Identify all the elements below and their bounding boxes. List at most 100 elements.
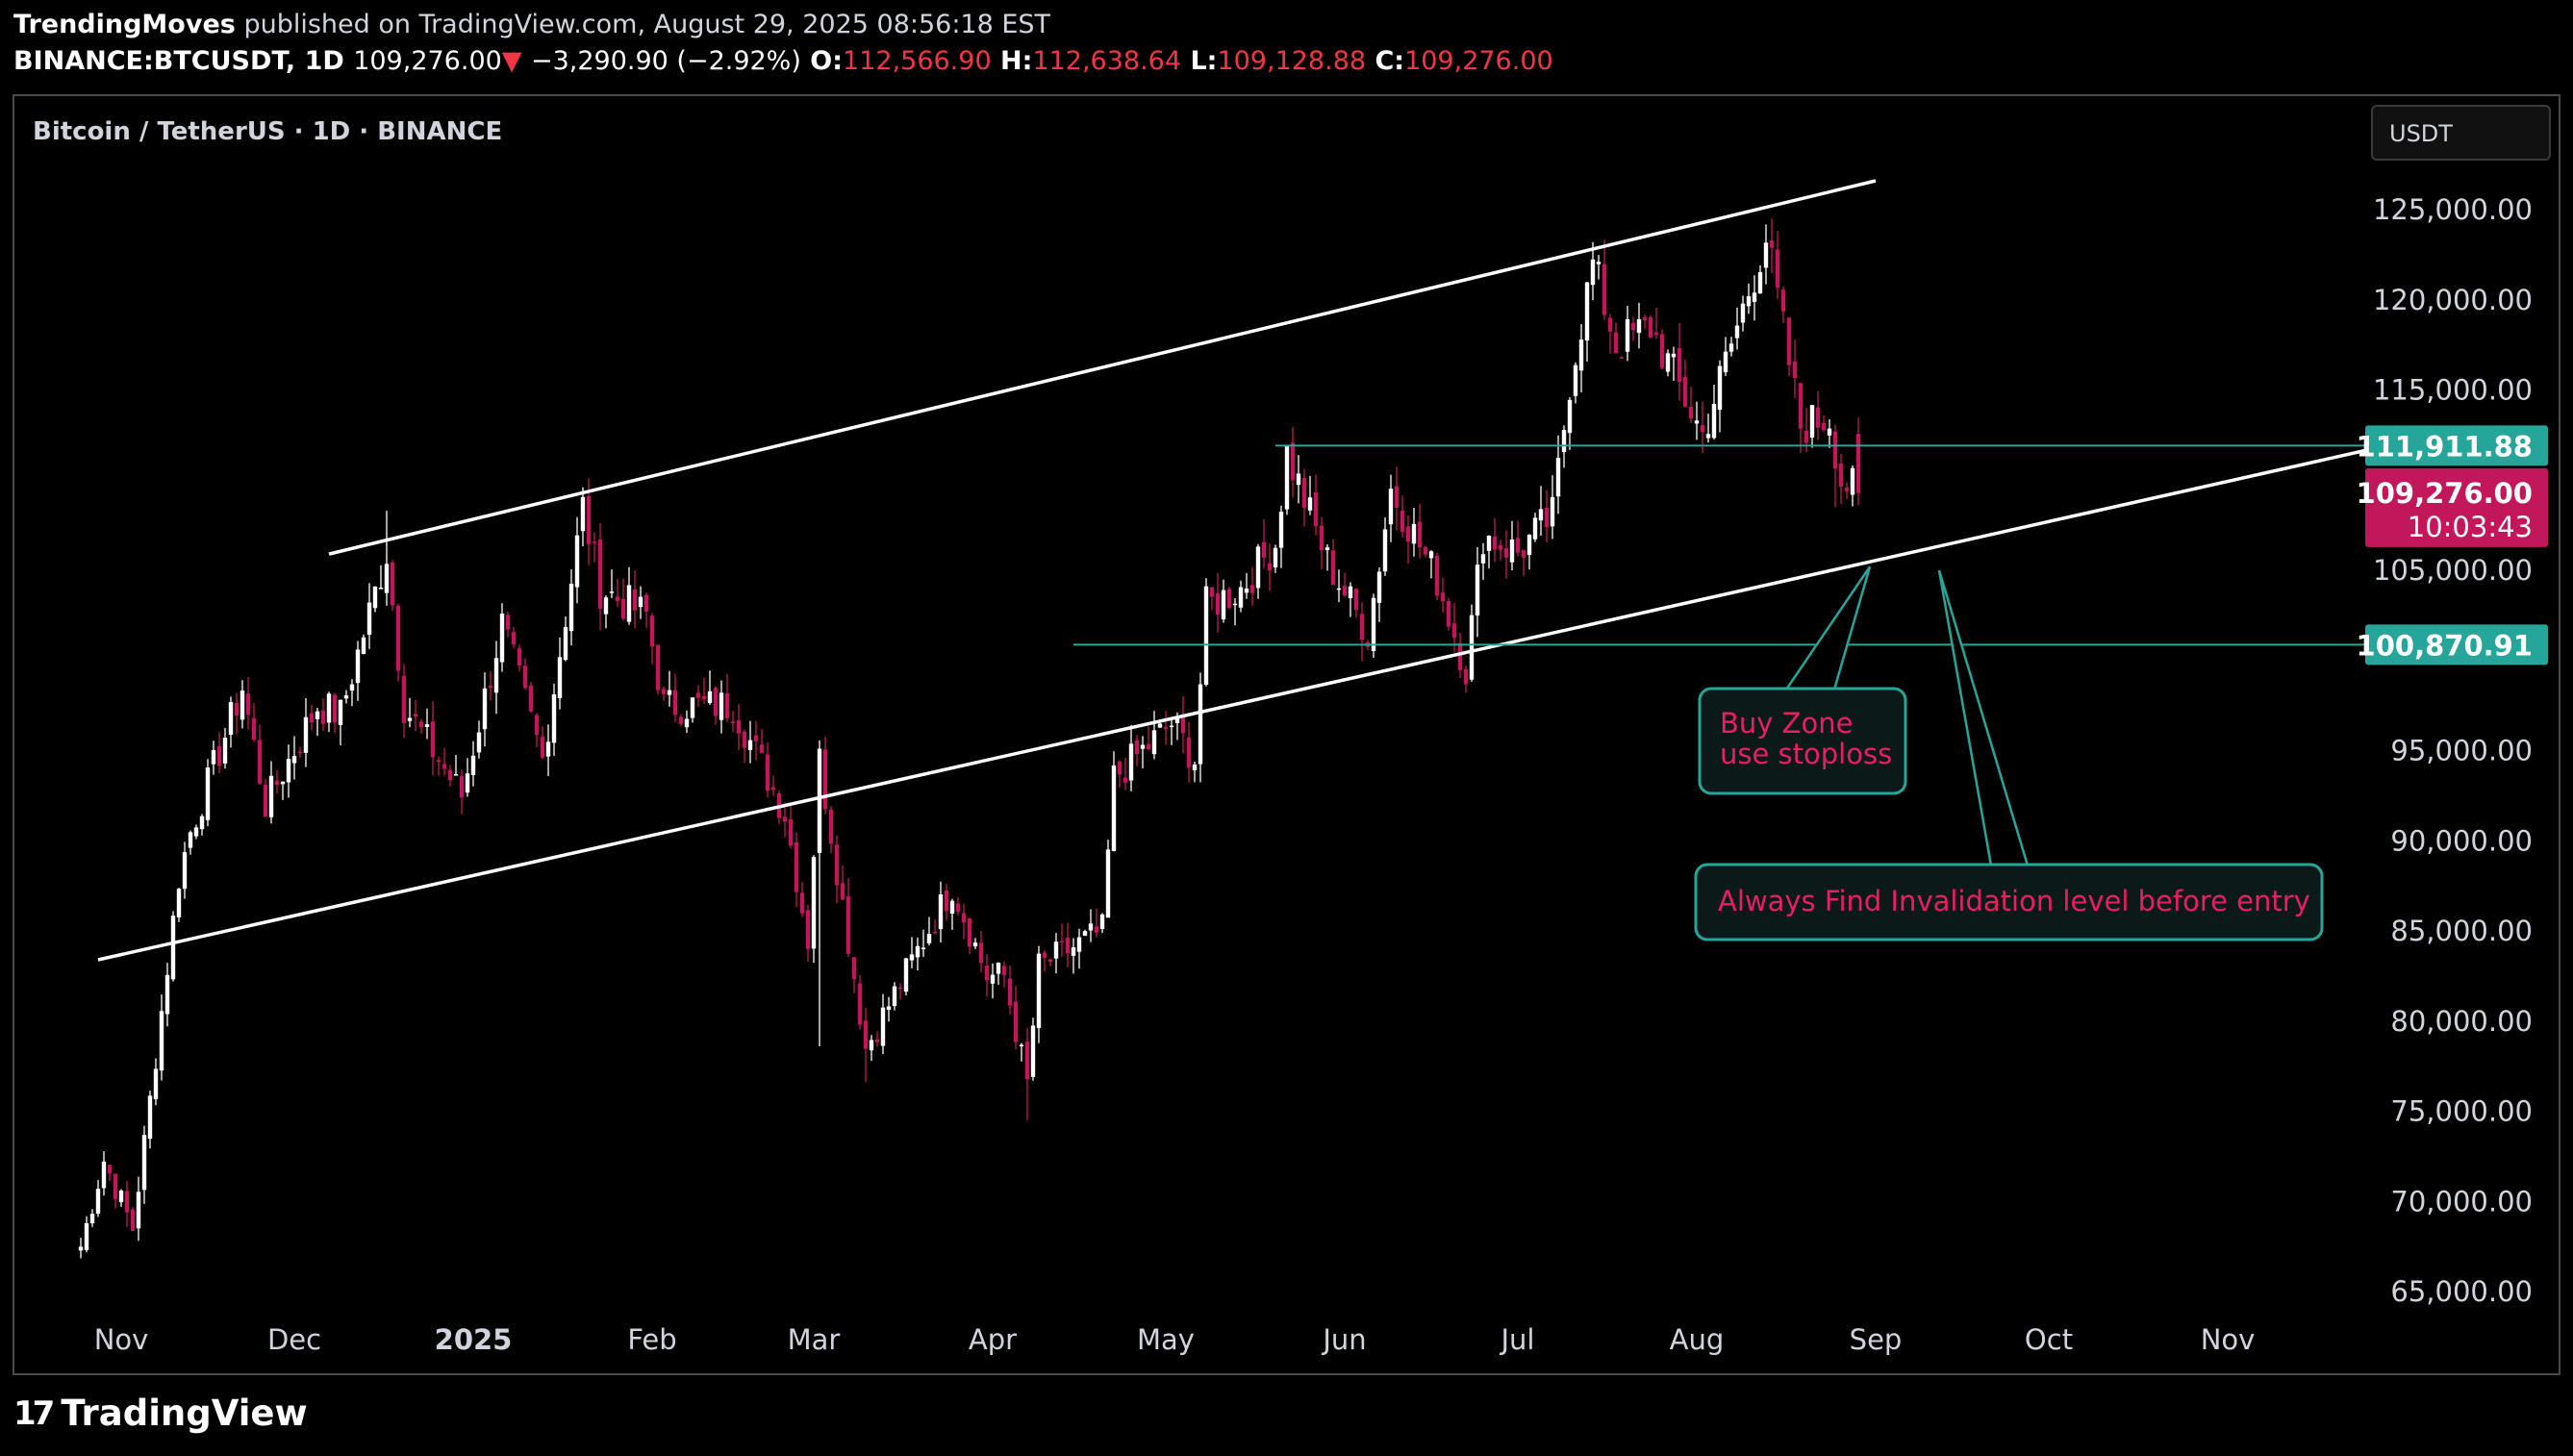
candle-body bbox=[1244, 588, 1249, 593]
candle-body bbox=[1163, 727, 1169, 729]
candle-body bbox=[615, 596, 620, 601]
candle-body bbox=[1503, 548, 1509, 558]
candle-body bbox=[672, 690, 678, 715]
candle-body bbox=[592, 541, 597, 543]
tradingview-logo[interactable]: 17 TradingView bbox=[13, 1393, 308, 1434]
candle-body bbox=[234, 702, 240, 716]
candle-body bbox=[418, 721, 424, 727]
candle-body bbox=[1446, 601, 1451, 627]
candle-body bbox=[505, 615, 511, 630]
price-axis-label: 105,000.00 bbox=[2373, 554, 2533, 587]
candle-body bbox=[1521, 550, 1526, 558]
candle-body bbox=[338, 699, 343, 725]
price-axis-label: 70,000.00 bbox=[2390, 1185, 2533, 1218]
candle-body bbox=[984, 966, 990, 981]
candle-body bbox=[361, 637, 366, 655]
candle-body bbox=[199, 816, 205, 830]
candle-body bbox=[315, 711, 320, 719]
candle-body bbox=[95, 1189, 101, 1215]
channel-trendline[interactable] bbox=[97, 445, 2379, 962]
level-price-label: 111,911.88 bbox=[2357, 430, 2533, 463]
candle-body bbox=[1567, 399, 1573, 434]
candle-body bbox=[1590, 259, 1596, 286]
tradingview-logo-icon: 17 bbox=[13, 1393, 55, 1433]
candle-body bbox=[1047, 959, 1053, 963]
candle-body bbox=[955, 903, 961, 912]
candle-body bbox=[1226, 589, 1232, 609]
candle-body bbox=[972, 942, 978, 947]
candle-body bbox=[384, 564, 390, 593]
candle-body bbox=[136, 1192, 141, 1229]
candle-body bbox=[1105, 849, 1111, 918]
candle-body bbox=[1146, 743, 1151, 750]
candle-body bbox=[1001, 966, 1007, 975]
candle-body bbox=[1711, 404, 1717, 439]
candle-body bbox=[1428, 551, 1434, 559]
candle-body bbox=[1059, 941, 1065, 942]
currency-button[interactable]: USDT bbox=[2371, 105, 2551, 161]
candle-body bbox=[130, 1209, 136, 1231]
candle-body bbox=[1267, 563, 1273, 571]
candle-body bbox=[1192, 764, 1198, 771]
candle-body bbox=[840, 883, 845, 900]
candle-body bbox=[1665, 353, 1671, 372]
candle-body bbox=[1342, 586, 1348, 596]
candle-body bbox=[540, 737, 545, 758]
candle-body bbox=[482, 688, 488, 730]
candle-body bbox=[996, 963, 1001, 974]
candle-body bbox=[880, 1007, 886, 1046]
channel-trendline[interactable] bbox=[328, 179, 1877, 556]
candle-body bbox=[961, 913, 967, 923]
candle-body bbox=[170, 916, 176, 980]
candle-body bbox=[1434, 555, 1440, 596]
candle-body bbox=[1382, 529, 1388, 572]
candle-body bbox=[747, 740, 753, 751]
candle-body bbox=[1475, 565, 1480, 616]
buy-zone-box[interactable] bbox=[1698, 687, 1907, 795]
candle-body bbox=[1019, 1044, 1024, 1046]
candle-body bbox=[268, 775, 274, 817]
publisher-name[interactable]: TrendingMoves bbox=[13, 10, 236, 39]
candle-body bbox=[568, 583, 574, 632]
candle-body bbox=[343, 695, 349, 699]
candle-body bbox=[1423, 546, 1428, 555]
candle-body bbox=[967, 917, 972, 947]
candle-body bbox=[805, 910, 811, 949]
candle-body bbox=[1174, 717, 1180, 723]
time-axis-label: Oct bbox=[2025, 1323, 2073, 1356]
candle-body bbox=[886, 1006, 892, 1010]
candle-body bbox=[303, 716, 309, 753]
candle-body bbox=[1642, 316, 1648, 320]
candle-body bbox=[1694, 420, 1700, 424]
candle-body bbox=[1544, 507, 1550, 528]
brand-name: TradingView bbox=[61, 1393, 308, 1434]
candle-body bbox=[661, 689, 667, 694]
candle-body bbox=[159, 1011, 164, 1071]
candle-body bbox=[597, 540, 603, 609]
candle-body bbox=[1030, 1025, 1036, 1077]
chart-title: Bitcoin / TetherUS · 1D · BINANCE bbox=[33, 117, 502, 146]
candle-body bbox=[822, 749, 828, 810]
candle-body bbox=[1319, 525, 1324, 551]
candle-body bbox=[1024, 1042, 1030, 1080]
candle-body bbox=[1388, 489, 1394, 525]
candle-body bbox=[1809, 405, 1815, 438]
candle-body bbox=[1584, 282, 1590, 341]
candle-body bbox=[1648, 316, 1653, 338]
candle-body bbox=[1273, 547, 1278, 568]
candle-body bbox=[407, 717, 413, 721]
invalidation-box[interactable] bbox=[1694, 863, 2324, 941]
price-axis-label: 65,000.00 bbox=[2390, 1275, 2533, 1308]
time-axis-label: Dec bbox=[267, 1323, 321, 1356]
price-axis-label: 120,000.00 bbox=[2373, 284, 2533, 316]
candle-body bbox=[643, 594, 649, 613]
candle-body bbox=[1036, 953, 1042, 1028]
candle-body bbox=[794, 841, 799, 892]
price-axis-label: 90,000.00 bbox=[2390, 824, 2533, 857]
candle-body bbox=[1607, 317, 1613, 332]
candle-body bbox=[153, 1068, 159, 1100]
candle-body bbox=[216, 745, 222, 766]
candle-body bbox=[603, 597, 609, 615]
candlestick-series bbox=[78, 218, 1861, 1259]
